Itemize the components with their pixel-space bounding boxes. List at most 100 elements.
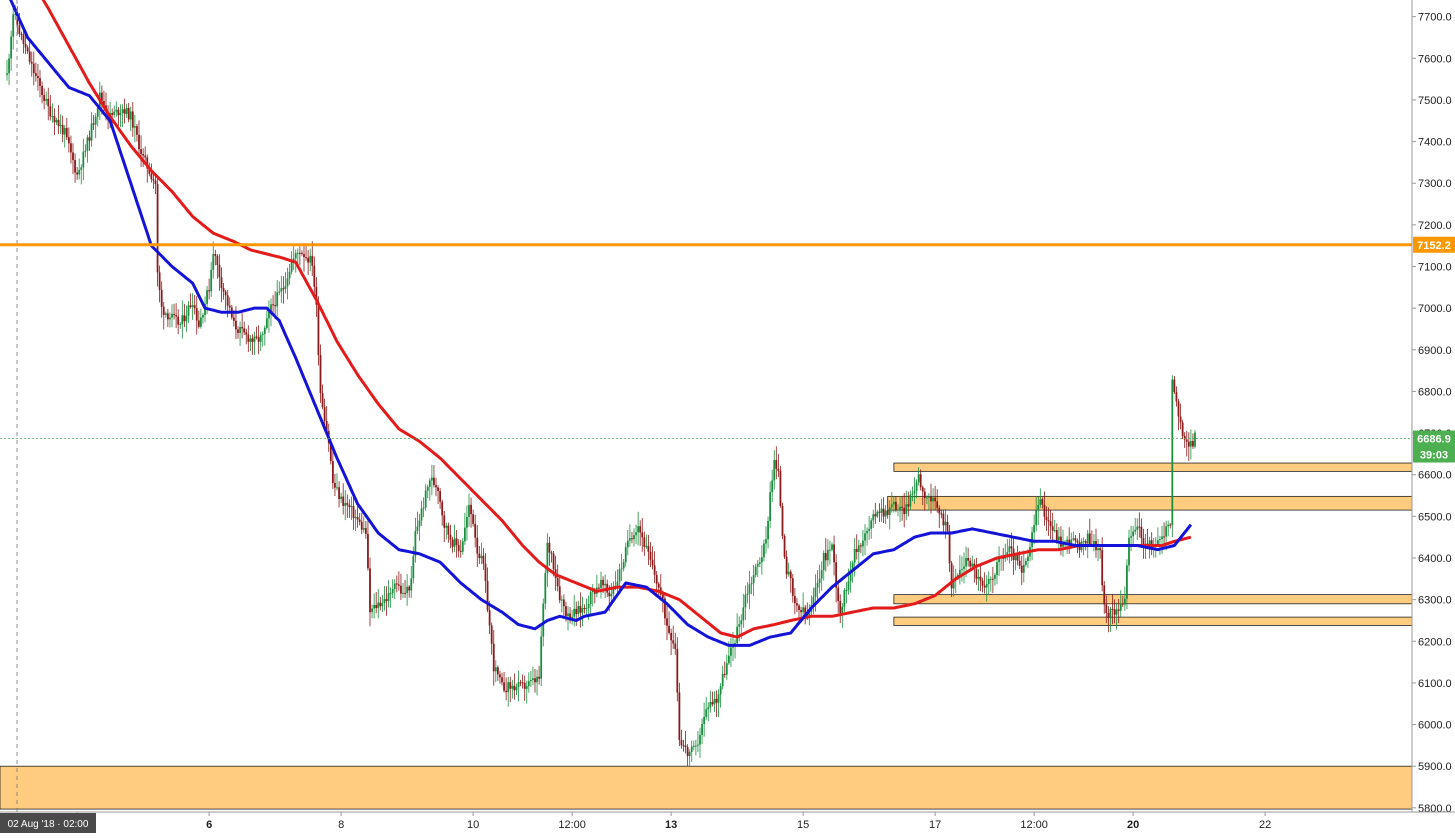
candle-body bbox=[674, 643, 677, 649]
price-axis-background[interactable] bbox=[1412, 0, 1455, 833]
candle-body bbox=[680, 740, 683, 746]
candle-body bbox=[921, 487, 924, 492]
candle-body bbox=[1016, 554, 1019, 561]
candle-body bbox=[950, 563, 953, 589]
candle-body bbox=[1033, 525, 1036, 533]
candle-body bbox=[985, 583, 988, 588]
candle-body bbox=[158, 272, 161, 290]
candle-body bbox=[577, 605, 580, 615]
candle-body bbox=[131, 111, 134, 128]
candle-body bbox=[507, 682, 510, 693]
price-axis: 7700.0 7600.0 7500.0 7400.0 7300.0 7200.0 7100… bbox=[1411, 0, 1455, 833]
candle-body bbox=[1119, 603, 1122, 611]
candle-body bbox=[344, 502, 347, 506]
time-axis-background[interactable] bbox=[0, 812, 1455, 833]
candle-body bbox=[517, 682, 520, 688]
candle-body bbox=[798, 605, 800, 611]
price-tick-label: 6300.0 bbox=[1418, 595, 1452, 607]
candle-body bbox=[633, 535, 635, 540]
candle-body bbox=[616, 581, 619, 586]
candle-body bbox=[210, 269, 213, 292]
candle-body bbox=[697, 744, 699, 746]
candle-body bbox=[88, 137, 91, 141]
candle-body bbox=[736, 626, 739, 644]
candle-body bbox=[1165, 526, 1168, 537]
candle-body bbox=[818, 578, 821, 583]
candle-body bbox=[138, 134, 140, 150]
candle-body bbox=[1006, 552, 1009, 555]
candle-body bbox=[290, 262, 293, 272]
candle-body bbox=[1187, 441, 1190, 447]
candle-body bbox=[187, 305, 190, 316]
candle-body bbox=[435, 485, 437, 488]
candle-body bbox=[484, 563, 487, 581]
candle-body bbox=[22, 34, 25, 44]
candle-body bbox=[63, 127, 66, 135]
candle-body bbox=[268, 312, 270, 319]
moving-averages-layer bbox=[9, 0, 1193, 647]
candle-body bbox=[183, 315, 186, 322]
candle-body bbox=[602, 579, 604, 586]
candle-body bbox=[765, 539, 767, 544]
candle-body bbox=[451, 539, 454, 547]
candle-body bbox=[1070, 539, 1073, 544]
time-tick-label: 8 bbox=[338, 819, 344, 831]
candle-body bbox=[474, 523, 477, 538]
candle-body bbox=[909, 494, 912, 507]
candle-body bbox=[377, 602, 380, 609]
candle-body bbox=[814, 587, 817, 598]
candle-body bbox=[851, 562, 854, 570]
candle-body bbox=[855, 548, 858, 552]
candle-body bbox=[488, 610, 491, 626]
candle-body bbox=[14, 13, 17, 15]
candle-body bbox=[72, 152, 74, 161]
price-tick-label: 7300.0 bbox=[1418, 178, 1452, 190]
candle-body bbox=[565, 606, 567, 617]
candle-body bbox=[245, 332, 248, 335]
candle-body bbox=[781, 505, 784, 536]
candle-body bbox=[237, 329, 239, 333]
candle-body bbox=[963, 566, 965, 569]
candle-body bbox=[676, 648, 679, 693]
candle-body bbox=[1068, 539, 1071, 544]
price-tick-label: 6600.0 bbox=[1418, 470, 1452, 482]
candle-body bbox=[1117, 609, 1120, 611]
candle-body bbox=[65, 127, 68, 138]
candle-body bbox=[649, 551, 652, 560]
candle-body bbox=[251, 338, 254, 342]
candle-body bbox=[253, 336, 256, 342]
candle-body bbox=[53, 116, 56, 123]
candle-body bbox=[311, 255, 314, 266]
candle-body bbox=[358, 519, 361, 522]
candle-body bbox=[195, 308, 198, 321]
candle-body bbox=[286, 278, 289, 287]
candle-body bbox=[472, 514, 475, 524]
support-resistance-zone bbox=[893, 462, 1413, 472]
candle-body bbox=[653, 565, 656, 575]
candle-body bbox=[923, 491, 926, 499]
candle-body bbox=[1109, 609, 1112, 619]
price-tick-label: 7000.0 bbox=[1418, 303, 1452, 315]
candle-body bbox=[1088, 533, 1091, 545]
candle-body bbox=[30, 61, 33, 64]
candle-body bbox=[707, 707, 710, 710]
candle-body bbox=[43, 95, 46, 101]
candle-body bbox=[294, 253, 297, 259]
candle-body bbox=[164, 313, 167, 315]
candle-body bbox=[1097, 548, 1099, 551]
candle-body bbox=[346, 502, 349, 505]
candle-body bbox=[946, 521, 949, 532]
candle-body bbox=[789, 571, 792, 579]
candle-body bbox=[309, 255, 312, 263]
candle-body bbox=[1014, 554, 1017, 561]
candle-body bbox=[185, 315, 188, 322]
candle-body bbox=[915, 482, 918, 492]
time-tick-label: 22 bbox=[1259, 819, 1271, 831]
candle-body bbox=[86, 137, 89, 151]
candle-body bbox=[932, 497, 934, 502]
candle-body bbox=[243, 328, 246, 333]
price-tick-label: 6400.0 bbox=[1418, 553, 1452, 565]
candle-body bbox=[127, 107, 130, 120]
